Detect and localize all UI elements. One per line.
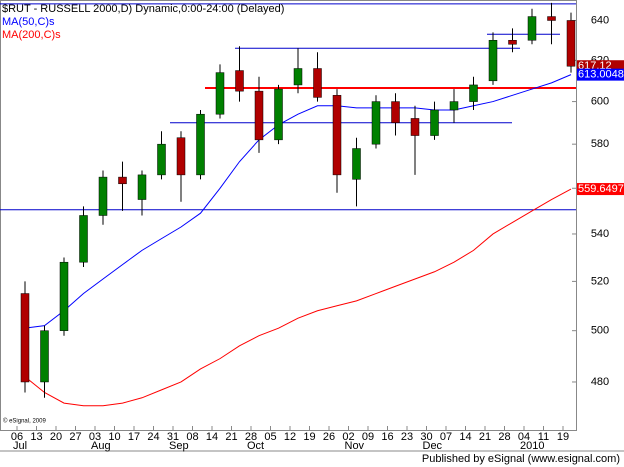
candle-body	[118, 176, 127, 185]
candle-body	[391, 101, 400, 123]
month-label: Jul	[13, 440, 27, 452]
last-value-label: 559.6497	[578, 183, 624, 195]
x-tick-label: 08	[186, 431, 198, 443]
candle-body	[79, 215, 88, 263]
candle-body	[59, 261, 69, 331]
candle-body	[469, 84, 478, 102]
month-label: Sep	[169, 440, 189, 452]
copyright: © eSignal, 2009	[3, 418, 46, 425]
y-tick-label: 540	[591, 228, 609, 240]
x-tick-label: 24	[147, 431, 159, 443]
y-tick-label: 500	[591, 325, 609, 337]
y-tick-label: 480	[591, 376, 609, 388]
month-label: Nov	[345, 440, 365, 452]
y-tick-label: 580	[591, 138, 609, 150]
x-tick-label: 19	[303, 431, 315, 443]
grid	[16, 19, 576, 430]
x-tick-label: 06	[11, 431, 23, 443]
x-tick-label: 10	[108, 431, 120, 443]
x-tick-label: 23	[401, 431, 413, 443]
x-tick-label: 20	[50, 431, 62, 443]
marks	[0, 2, 576, 407]
x-tick-label: 26	[323, 431, 335, 443]
x-tick-label: 30	[420, 431, 432, 443]
candle-body	[254, 90, 264, 141]
month-label: Oct	[247, 440, 264, 452]
plot-frame	[0, 0, 577, 431]
chart-title: $RUT - RUSSELL 2000,D) Dynamic,0:00-24:0…	[2, 3, 284, 15]
x-tick-label: 09	[362, 431, 374, 443]
y-tick-label: 600	[591, 95, 609, 107]
x-tick-label: 28	[498, 431, 510, 443]
candle-body	[410, 118, 420, 136]
x-tick-label: 14	[206, 431, 218, 443]
x-tick-label: 11	[538, 431, 549, 443]
candle-body	[137, 174, 147, 200]
candle-body	[40, 330, 49, 383]
x-tick-label: 03	[89, 431, 101, 443]
month-label: Dec	[423, 440, 443, 452]
x-tick-label: 02	[342, 431, 354, 443]
legend-entry: MA(200,C)s	[2, 29, 61, 41]
candle-body	[527, 16, 537, 41]
x-tick-label: 12	[284, 431, 296, 443]
candle-body	[176, 137, 186, 176]
candle-body	[488, 40, 498, 82]
last-value-label: 613.0048	[578, 69, 624, 81]
candle-body	[293, 68, 303, 86]
x-tick-label: 28	[245, 431, 257, 443]
ma-line	[24, 74, 572, 329]
candle-body	[547, 16, 556, 21]
candle-body	[20, 293, 30, 383]
x-tick-label: 13	[30, 431, 42, 443]
candle-body	[566, 20, 576, 67]
candle-body	[215, 72, 225, 115]
candle-body	[196, 113, 205, 176]
last-value-box	[577, 183, 624, 196]
x-tick-label: 21	[225, 431, 237, 443]
candle-body	[235, 70, 244, 92]
last-value-box	[577, 60, 624, 73]
x-tick-label: 27	[69, 431, 81, 443]
x-tick-label: 19	[557, 431, 569, 443]
month-label: 2010	[520, 440, 544, 452]
x-tick-label: 17	[128, 431, 140, 443]
x-tick-label: 31	[167, 431, 179, 443]
y-tick-label: 520	[591, 275, 609, 287]
candle-body	[313, 68, 322, 98]
candle-body	[98, 176, 108, 216]
ma-line	[24, 188, 572, 407]
candle-body	[508, 40, 517, 45]
x-tick-label: 07	[440, 431, 452, 443]
x-tick-label: 21	[479, 431, 491, 443]
x-tick-label: 16	[381, 431, 393, 443]
last-value-box	[577, 68, 624, 81]
candle-body	[157, 143, 166, 176]
candle-body	[371, 101, 381, 145]
candle-body	[430, 109, 439, 136]
legend-entry: MA(50,C)s	[2, 16, 55, 28]
credit: Published by eSignal (www.esignal.com)	[422, 453, 620, 465]
candle-body	[332, 95, 342, 176]
candle-body	[449, 101, 459, 111]
x-tick-label: 05	[264, 431, 276, 443]
candle-body	[274, 88, 283, 141]
x-tick-label: 04	[518, 431, 530, 443]
x-tick-label: 14	[459, 431, 471, 443]
candle-body	[352, 148, 361, 180]
month-label: Aug	[91, 440, 111, 452]
y-tick-label: 640	[591, 14, 609, 26]
